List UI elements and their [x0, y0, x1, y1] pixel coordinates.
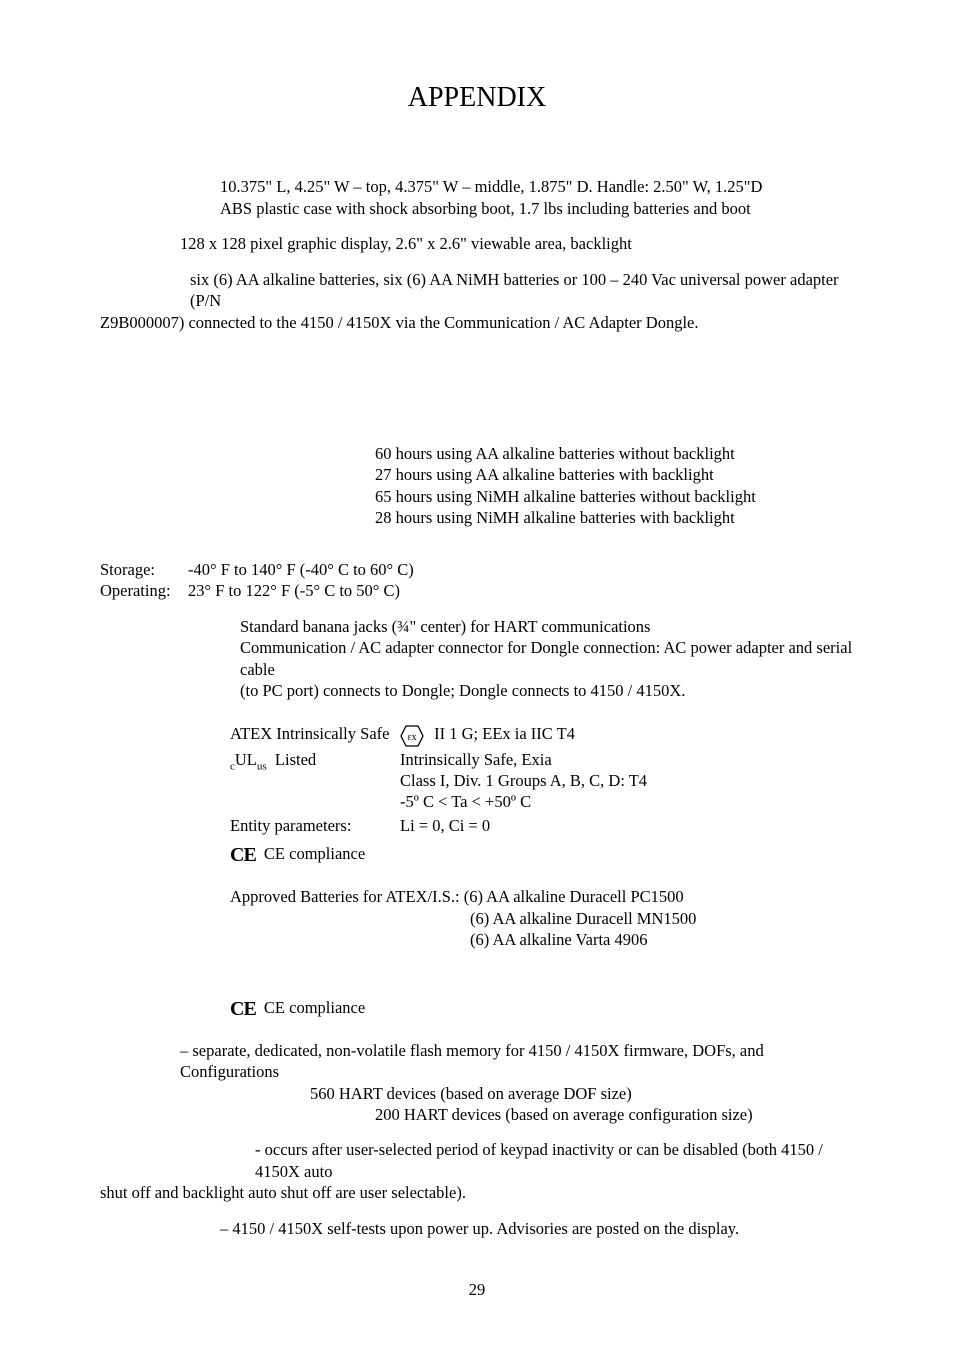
ul-val2: Class I, Div. 1 Groups A, B, C, D: T4 — [400, 770, 647, 791]
document-page: APPENDIX 10.375" L, 4.25" W – top, 4.375… — [0, 0, 954, 1361]
display-spec: 128 x 128 pixel graphic display, 2.6" x … — [100, 233, 854, 254]
storage-label: Storage: — [100, 559, 170, 580]
memory-line2: 560 HART devices (based on average DOF s… — [100, 1083, 854, 1104]
conn-line3: (to PC port) connects to Dongle; Dongle … — [240, 680, 854, 701]
svg-text:εx: εx — [407, 732, 416, 743]
atex-row: ATEX Intrinsically Safe εx II 1 G; EEx i… — [100, 723, 854, 746]
power-line1: six (6) AA alkaline batteries, six (6) A… — [100, 269, 854, 312]
approved-batt-2: (6) AA alkaline Duracell MN1500 — [100, 908, 854, 929]
enclosure-spec: 10.375" L, 4.25" W – top, 4.375" W – mid… — [100, 176, 854, 219]
atex-value: εx II 1 G; EEx ia IIC T4 — [400, 723, 575, 746]
storage-value: -40° F to 140° F (-40° C to 60° C) — [188, 559, 414, 580]
ul-row: cULus Listed Intrinsically Safe, Exia Cl… — [100, 749, 854, 813]
atex-text: II 1 G; EEx ia IIC T4 — [434, 724, 575, 743]
conn-line2: Communication / AC adapter connector for… — [240, 637, 854, 680]
memory-line1: – separate, dedicated, non-volatile flas… — [100, 1040, 854, 1083]
auto-line1: - occurs after user-selected period of k… — [100, 1139, 854, 1182]
operating-label: Operating: — [100, 580, 170, 601]
memory-line3: 200 HART devices (based on average confi… — [100, 1104, 854, 1125]
approved-batt-3: (6) AA alkaline Varta 4906 — [100, 929, 854, 950]
ce-row-1: CE CE compliance — [100, 842, 854, 868]
ul-val3: -5º C < Ta < +50º C — [400, 791, 647, 812]
page-title: APPENDIX — [100, 80, 854, 116]
ce-mark-icon: CE — [230, 996, 256, 1022]
connections-spec: Standard banana jacks (¾" center) for HA… — [100, 616, 854, 702]
power-line2: Z9B000007) connected to the 4150 / 4150X… — [100, 312, 854, 333]
conn-line1: Standard banana jacks (¾" center) for HA… — [240, 616, 854, 637]
auto-shutoff: - occurs after user-selected period of k… — [100, 1139, 854, 1203]
ce-row-2: CE CE compliance — [100, 996, 854, 1022]
battery-line1: 60 hours using AA alkaline batteries wit… — [375, 443, 854, 464]
ul-value: Intrinsically Safe, Exia Class I, Div. 1… — [400, 749, 647, 813]
operating-value: 23° F to 122° F (-5° C to 50° C) — [188, 580, 400, 601]
enclosure-line2: ABS plastic case with shock absorbing bo… — [220, 198, 854, 219]
temperature-spec: Storage: -40° F to 140° F (-40° C to 60°… — [100, 559, 854, 602]
atex-label: ATEX Intrinsically Safe — [230, 723, 400, 746]
diagnostics-line: – 4150 / 4150X self-tests upon power up.… — [100, 1218, 854, 1239]
ce-text-2: CE compliance — [264, 997, 365, 1016]
ul-label: cULus Listed — [230, 749, 400, 813]
battery-line3: 65 hours using NiMH alkaline batteries w… — [375, 486, 854, 507]
entity-row: Entity parameters: Li = 0, Ci = 0 — [100, 815, 854, 836]
page-number: 29 — [100, 1279, 854, 1300]
entity-label: Entity parameters: — [230, 815, 400, 836]
battery-line2: 27 hours using AA alkaline batteries wit… — [375, 464, 854, 485]
auto-line2: shut off and backlight auto shut off are… — [100, 1182, 854, 1203]
ul-val1: Intrinsically Safe, Exia — [400, 749, 647, 770]
approved-batt-1: Approved Batteries for ATEX/I.S.: (6) AA… — [100, 886, 854, 907]
entity-value: Li = 0, Ci = 0 — [400, 815, 490, 836]
ce-mark-icon: CE — [230, 842, 256, 868]
ex-hexagon-icon: εx — [400, 725, 424, 747]
power-spec: six (6) AA alkaline batteries, six (6) A… — [100, 269, 854, 333]
battery-life: 60 hours using AA alkaline batteries wit… — [100, 443, 854, 529]
ce-text-1: CE compliance — [264, 844, 365, 863]
battery-line4: 28 hours using NiMH alkaline batteries w… — [375, 507, 854, 528]
enclosure-line1: 10.375" L, 4.25" W – top, 4.375" W – mid… — [220, 176, 854, 197]
